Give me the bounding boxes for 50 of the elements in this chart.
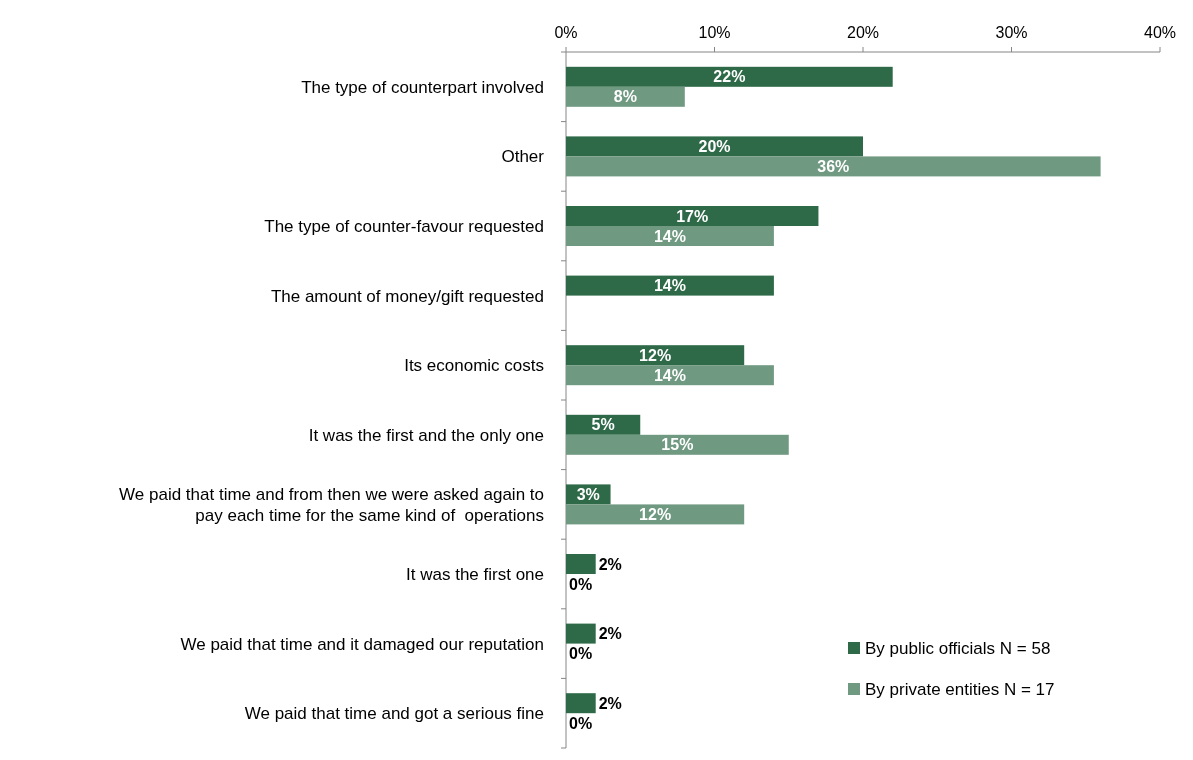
y-tick-label: We paid that time and it damaged our reputation <box>180 634 544 654</box>
data-label: 22% <box>713 68 746 86</box>
x-tick-label: 0% <box>554 24 578 41</box>
bar <box>566 693 596 714</box>
y-tick-label: Its economic costs <box>404 356 544 376</box>
data-label: 5% <box>591 416 615 434</box>
data-label: 14% <box>653 277 686 295</box>
data-label: 0% <box>569 645 593 663</box>
data-label: 8% <box>613 88 637 106</box>
data-label: 0% <box>569 714 593 732</box>
data-label: 14% <box>653 366 686 384</box>
legend-label: By public officials N = 58 <box>865 638 1051 658</box>
y-tick-label: The amount of money/gift requested <box>270 286 544 306</box>
data-label: 36% <box>817 158 850 175</box>
bar <box>566 275 774 296</box>
data-label: 12% <box>639 506 672 523</box>
data-label: 15% <box>661 436 694 454</box>
data-label: 2% <box>598 555 622 573</box>
data-label: 0% <box>569 575 593 593</box>
data-label: 14% <box>653 227 686 245</box>
x-tick-label: 30% <box>995 24 1028 41</box>
y-tick-label: It was the first one <box>406 564 544 584</box>
y-tick-label: We paid that time and got a serious fine <box>244 704 544 724</box>
bar <box>566 554 596 574</box>
data-label: 12% <box>639 346 672 364</box>
bar <box>566 345 745 366</box>
y-tick-label: The type of counter-favour requested <box>264 216 544 236</box>
bar <box>566 226 774 246</box>
bar <box>566 66 893 87</box>
data-label: 2% <box>598 625 622 643</box>
bar <box>566 86 685 107</box>
y-tick-label: Other <box>501 147 545 167</box>
y-tick-label: The type of counterpart involved <box>301 77 544 97</box>
bar <box>566 504 745 525</box>
x-tick-label: 10% <box>698 24 731 41</box>
data-label: 3% <box>576 486 600 503</box>
bar <box>566 434 789 455</box>
data-label: 17% <box>676 207 709 225</box>
x-tick-label: 40% <box>1143 24 1177 41</box>
bar <box>566 206 819 226</box>
bar <box>566 365 774 386</box>
data-label: 20% <box>698 138 731 155</box>
y-tick-label: It was the first and the only one <box>308 425 544 445</box>
data-label: 2% <box>598 694 622 712</box>
bar <box>566 156 1101 177</box>
bar <box>566 623 596 644</box>
bar <box>566 136 863 157</box>
legend-label: By private entities N = 17 <box>865 679 1055 699</box>
y-tick-label: We paid that time and from then we were asked again to pay each time for the same kind of operations <box>119 485 544 525</box>
x-tick-label: 20% <box>846 24 880 41</box>
